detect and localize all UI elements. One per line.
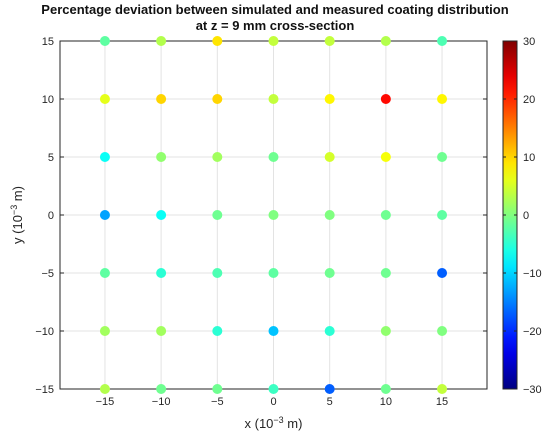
y-tick-label: 5 — [48, 152, 54, 164]
data-point — [380, 326, 391, 336]
data-point — [324, 326, 335, 336]
data-point — [99, 36, 110, 46]
data-point — [324, 152, 335, 162]
data-point — [268, 268, 279, 278]
data-point — [380, 152, 391, 162]
data-point — [156, 36, 167, 46]
data-point — [212, 268, 223, 278]
colorbar-tick-label: 20 — [523, 94, 535, 106]
x-tick-label: 0 — [270, 396, 276, 408]
data-point — [212, 384, 223, 394]
y-tick-label: 15 — [42, 36, 54, 48]
data-point — [156, 210, 167, 220]
y-tick-label: −5 — [41, 268, 54, 280]
data-point — [324, 268, 335, 278]
data-point — [268, 210, 279, 220]
data-point — [380, 210, 391, 220]
colorbar-tick-label: −30 — [523, 384, 542, 396]
data-point — [437, 210, 448, 220]
data-point — [156, 326, 167, 336]
x-axis-label: x (10−3 m) — [245, 415, 303, 431]
data-point — [437, 94, 448, 104]
data-point — [156, 94, 167, 104]
data-point — [380, 94, 391, 104]
chart-title-line-1: Percentage deviation between simulated a… — [41, 2, 509, 17]
x-tick-label: −15 — [96, 396, 115, 408]
data-point — [380, 268, 391, 278]
data-point — [156, 152, 167, 162]
data-point — [268, 36, 279, 46]
y-tick-label: −10 — [35, 326, 54, 338]
data-point — [156, 268, 167, 278]
colorbar-tick-label: −10 — [523, 268, 542, 280]
data-point — [437, 36, 448, 46]
x-tick-label: −10 — [152, 396, 171, 408]
data-point — [324, 384, 335, 394]
data-point — [212, 94, 223, 104]
data-point — [268, 384, 279, 394]
data-point — [212, 326, 223, 336]
data-point — [324, 210, 335, 220]
data-point — [268, 94, 279, 104]
x-tick-label: 5 — [327, 396, 333, 408]
data-point — [99, 152, 110, 162]
x-tick-label: 10 — [380, 396, 392, 408]
y-tick-label: 10 — [42, 94, 54, 106]
data-point — [268, 326, 279, 336]
data-point — [156, 384, 167, 394]
data-point — [437, 326, 448, 336]
data-point — [380, 36, 391, 46]
data-point — [324, 36, 335, 46]
data-point — [380, 384, 391, 394]
data-point — [99, 94, 110, 104]
x-tick-label: −5 — [211, 396, 224, 408]
data-point — [437, 384, 448, 394]
data-point — [212, 152, 223, 162]
colorbar-tick-label: −20 — [523, 326, 542, 338]
data-point — [437, 152, 448, 162]
data-point — [99, 326, 110, 336]
data-point — [437, 268, 448, 278]
data-point — [324, 94, 335, 104]
data-point — [99, 384, 110, 394]
x-tick-label: 15 — [436, 396, 448, 408]
data-point — [99, 210, 110, 220]
colorbar-tick-label: 10 — [523, 152, 535, 164]
colorbar-tick-label: 0 — [523, 210, 529, 222]
colorbar-tick-label: 30 — [523, 36, 535, 48]
data-point — [212, 36, 223, 46]
y-tick-label: −15 — [35, 384, 54, 396]
y-axis-label: y (10−3 m) — [9, 186, 25, 244]
y-tick-label: 0 — [48, 210, 54, 222]
chart-title-line-2: at z = 9 mm cross-section — [195, 18, 355, 33]
data-point — [99, 268, 110, 278]
data-point — [212, 210, 223, 220]
data-point — [268, 152, 279, 162]
